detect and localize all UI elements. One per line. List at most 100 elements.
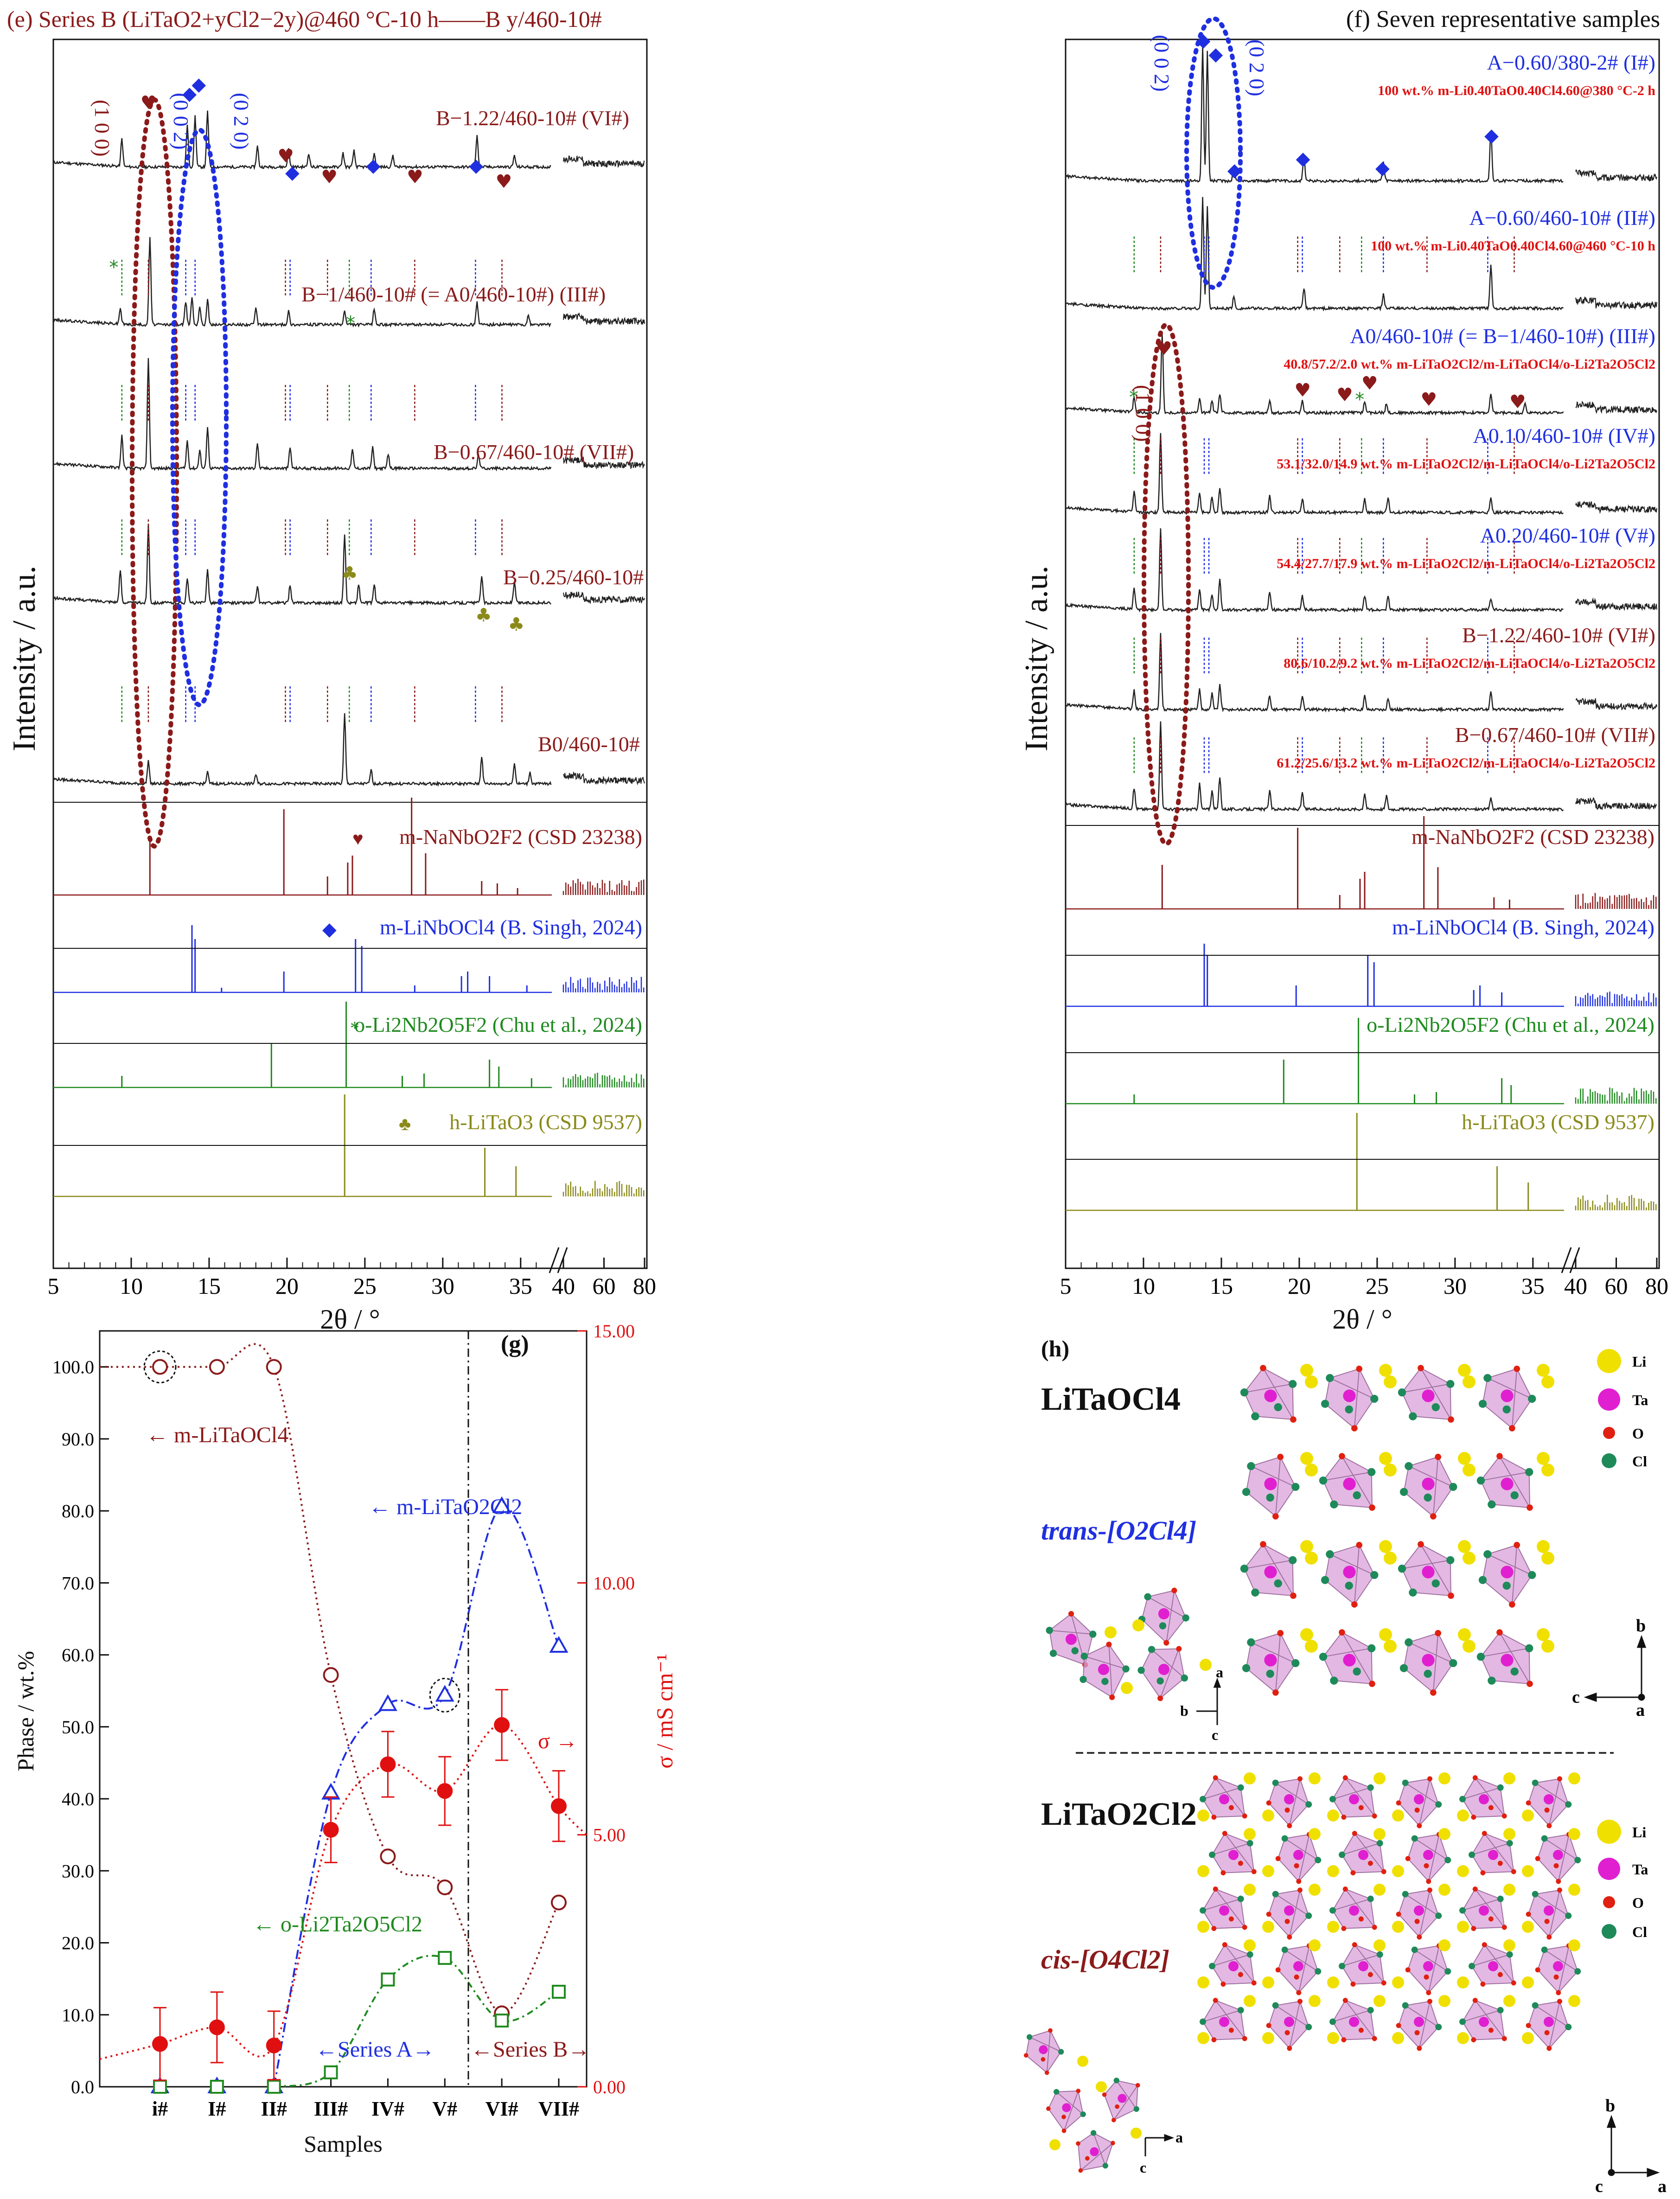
panel-f-sample-label-5: A0.20/460-10# (V#) xyxy=(1480,524,1655,547)
peak-marker-symbol: ♥ xyxy=(277,146,294,167)
panel-f-sample-label-4: A0.10/460-10# (IV#) xyxy=(1473,424,1656,447)
x-tick-label: 25 xyxy=(1366,1273,1389,1299)
xrd-trace-tail xyxy=(1575,400,1657,415)
peak-marker-symbol: ♥ xyxy=(1420,389,1437,410)
panel-f: (f) Seven representative samples Intensi… xyxy=(1019,6,1668,1335)
x-tick-label: 80 xyxy=(1645,1273,1668,1299)
peak-marker-symbol: ♥ xyxy=(496,171,512,192)
panel-f-ref-label-3: o-Li2Nb2O5F2 (Chu et al., 2024) xyxy=(1367,1013,1654,1036)
peak-marker-symbol: ♥ xyxy=(321,166,338,188)
panel-h-axis-triad-top-right xyxy=(1584,1635,1647,1702)
x-tick-label: 30 xyxy=(1444,1273,1467,1299)
li-atom xyxy=(1384,1640,1397,1653)
panel-e-ref-symbol-diamond: ◆ xyxy=(322,919,337,940)
panel-h-axis-b-bottom: b xyxy=(1605,2096,1615,2116)
panel-f-sample-note-3: 40.8/57.2/2.0 wt.% m-LiTaO2Cl2/m-LiTaOCl… xyxy=(1284,357,1655,372)
panel-h-top-formula: LiTaOCl4 xyxy=(1041,1381,1181,1417)
li-atom xyxy=(1327,2032,1339,2044)
data-point-li2ta2o5cl2 xyxy=(210,2080,224,2094)
data-point-litaocl4 xyxy=(551,1894,567,1911)
data-point-litao2cl2 xyxy=(378,1694,397,1711)
panel-g-annot-series-b: ←Series B→ xyxy=(471,2037,590,2062)
li-atom xyxy=(1522,2032,1534,2044)
x-tick-label: II# xyxy=(261,2097,287,2120)
ta-octahedron xyxy=(1209,1942,1257,1987)
ta-octahedron xyxy=(1396,1776,1442,1828)
x-tick-label: 5 xyxy=(48,1273,59,1299)
data-point-sigma xyxy=(323,1822,339,1838)
x-tick-label: 60 xyxy=(593,1273,616,1299)
li-atom xyxy=(1537,1364,1550,1377)
panel-e-label-002: (0 0 2) xyxy=(169,93,193,150)
li-atom xyxy=(1309,1939,1321,1951)
xrd-trace-tail xyxy=(1575,697,1657,711)
li-atom xyxy=(1392,2032,1404,2044)
panel-f-sample-labels: A−0.60/380-2# (I#) 100 wt.% m-Li0.40TaO0… xyxy=(1277,51,1655,771)
li-atom xyxy=(1262,1976,1274,1988)
li-atom xyxy=(1458,1540,1471,1553)
xrd-trace-tail xyxy=(563,771,645,786)
y2-tick-label: 5.00 xyxy=(593,1825,626,1846)
data-point-li2ta2o5cl2 xyxy=(552,1985,566,1999)
panel-h-axis-triad-small-top xyxy=(1196,1677,1221,1725)
li-atom xyxy=(1392,1865,1404,1877)
panel-f-sample-note-7: 61.2/25.6/13.2 wt.% m-LiTaO2Cl2/m-LiTaOC… xyxy=(1277,755,1655,771)
x-tick-label: 10 xyxy=(120,1273,143,1299)
x-tick-label: 25 xyxy=(353,1273,377,1299)
x-tick-label: V# xyxy=(432,2097,457,2120)
li-atom xyxy=(1309,1995,1321,2007)
xrd-trace-tail xyxy=(563,155,645,168)
o-atom-icon xyxy=(1603,1896,1615,1908)
panel-f-ellipse-002-020 xyxy=(1184,16,1243,290)
peak-marker-symbol: ♣ xyxy=(341,563,358,584)
li-atom xyxy=(1568,1772,1580,1784)
li-atom xyxy=(1300,1364,1313,1377)
li-atom xyxy=(1458,1452,1471,1465)
li-atom-icon xyxy=(1597,1349,1621,1373)
li-atom xyxy=(1541,1375,1554,1388)
xrd-trace-tail xyxy=(1575,797,1657,811)
panel-h-legend-bottom: Li Ta O Cl xyxy=(1597,1820,1648,1940)
small-axis-a: a xyxy=(1216,1664,1223,1681)
xrd-trace-segment xyxy=(53,713,552,787)
panel-g-annot-litaocl4: ← m-LiTaOCl4 xyxy=(146,1423,288,1447)
ta-octahedron xyxy=(1399,1453,1457,1520)
li-atom xyxy=(1541,1552,1554,1565)
y-tick-label: 90.0 xyxy=(62,1429,94,1450)
y-tick-label: 80.0 xyxy=(62,1501,94,1521)
panel-h-legend-ta: Ta xyxy=(1632,1392,1648,1408)
panel-f-traces: ◆◆◆◆ ◆◆♥♥ ♥♥♥ ♥* * xyxy=(1065,30,1657,812)
cl-atom-icon xyxy=(1602,1453,1616,1468)
ta-octahedron xyxy=(1046,1611,1097,1668)
panel-h-legend-o: O xyxy=(1632,1425,1644,1442)
li-atom xyxy=(1537,1452,1550,1465)
ta-octahedron xyxy=(1535,1832,1581,1884)
li-atom xyxy=(1503,1884,1515,1896)
xrd-trace-tail xyxy=(563,312,645,326)
ta-octahedron xyxy=(1200,1998,1247,2043)
li-atom xyxy=(1568,1939,1580,1951)
panel-f-frame xyxy=(1065,38,1660,1269)
x-tick-label: i# xyxy=(152,2097,168,2120)
panel-e-title-text: (e) Series B (LiTaO2+yCl2−2y)@460 °C-10 … xyxy=(7,6,602,32)
ta-octahedron xyxy=(1242,1630,1300,1696)
small-axis-c-2: c xyxy=(1140,2159,1146,2176)
li-atom xyxy=(1438,1828,1450,1840)
ta-octahedron xyxy=(1459,1886,1507,1931)
panel-h-axis-triad-small-bottom xyxy=(1144,2134,1175,2156)
panel-h-axis-a-top: a xyxy=(1636,1700,1645,1720)
li-atom xyxy=(1463,1640,1476,1653)
ta-octahedron xyxy=(1319,1453,1376,1511)
li-atom xyxy=(1309,1772,1321,1784)
ta-octahedron xyxy=(1266,1887,1312,1940)
panel-e-frame xyxy=(52,38,648,1269)
li-atom xyxy=(1458,1364,1471,1377)
ta-octahedron xyxy=(1478,1541,1536,1608)
peak-marker-symbol: ◆ xyxy=(192,74,206,95)
panel-f-xlabel: 2θ / ° xyxy=(1332,1304,1392,1335)
ta-octahedron xyxy=(1200,1775,1247,1820)
ta-octahedron xyxy=(1076,2130,1115,2173)
ta-octahedron xyxy=(1209,1831,1257,1876)
axis-break xyxy=(1569,1247,1580,1273)
